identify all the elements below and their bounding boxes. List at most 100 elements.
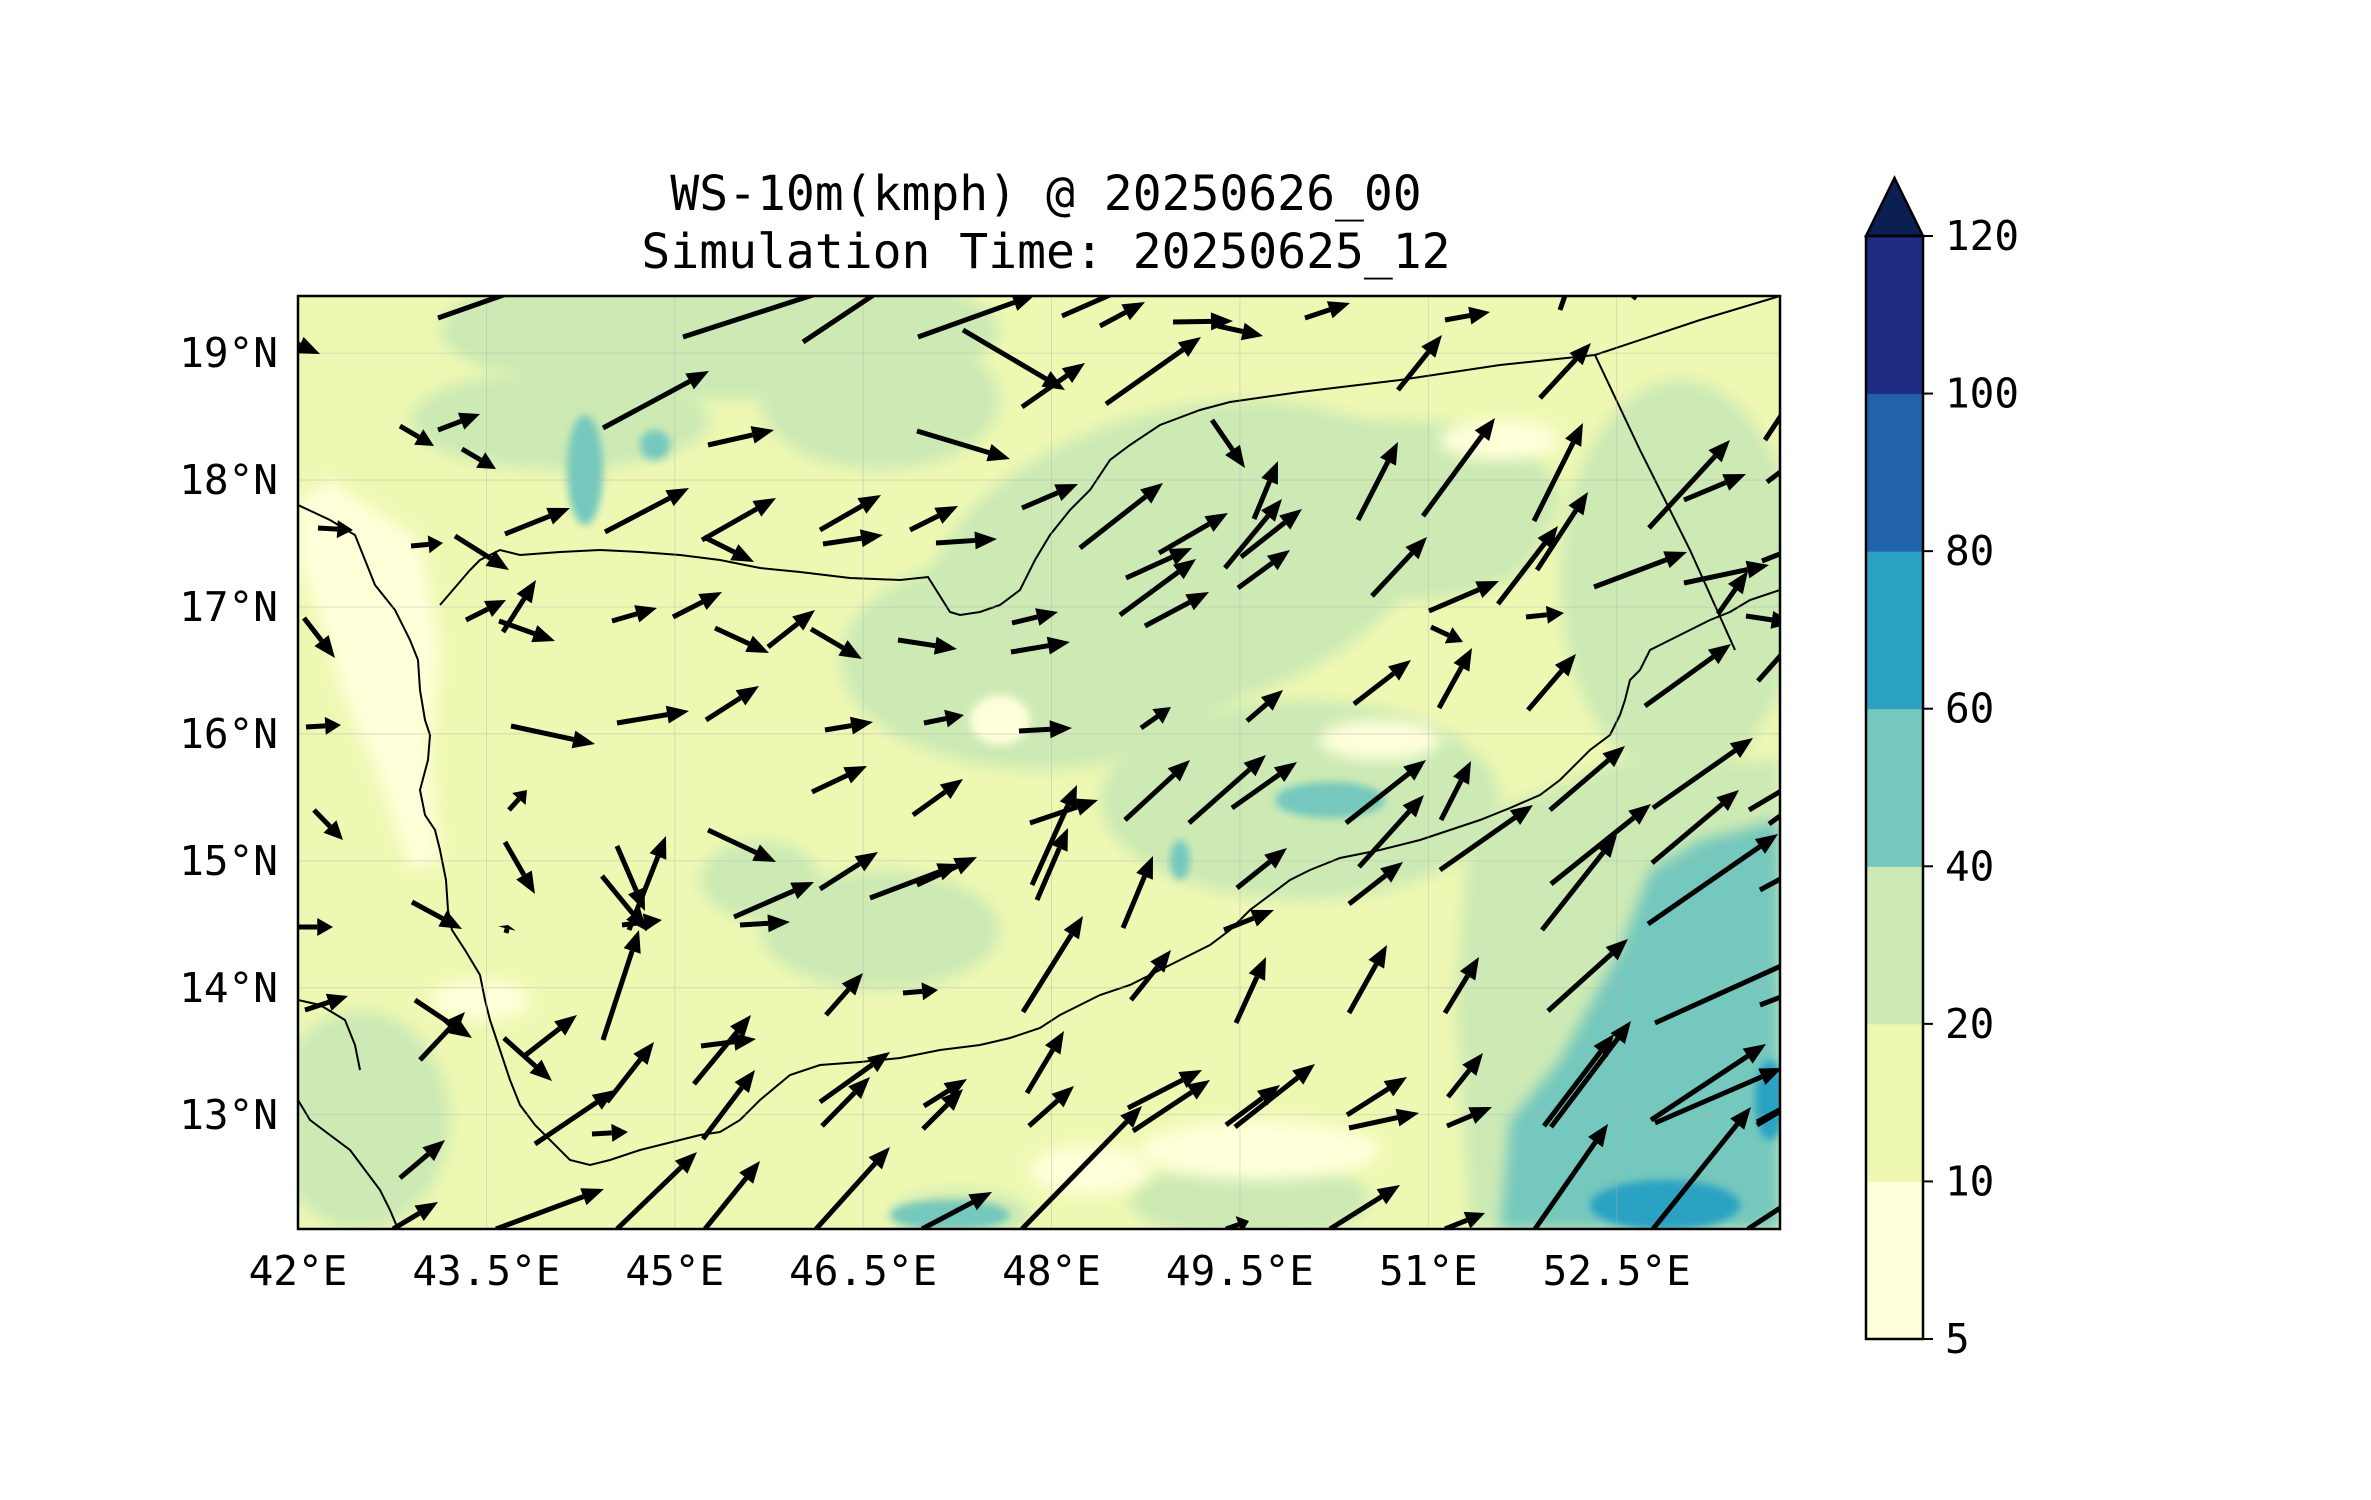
wind-arrow-shaft bbox=[495, 1194, 585, 1229]
wind-arrow-head bbox=[1260, 690, 1283, 711]
wind-arrow-shaft bbox=[1534, 509, 1579, 572]
wind-arrow-head bbox=[1051, 828, 1068, 852]
lat-tick-label: 14°N bbox=[179, 964, 278, 1012]
wind-arrow-shaft bbox=[1209, 418, 1235, 452]
wind-arrow-head bbox=[1610, 1021, 1631, 1044]
wind-arrow-head bbox=[1011, 296, 1034, 311]
wind-arrow-shaft bbox=[1236, 560, 1274, 591]
wind-arrow-shaft bbox=[1352, 671, 1396, 706]
wind-arrow-head bbox=[730, 1015, 751, 1038]
wind-arrow-head bbox=[485, 550, 509, 570]
wind-arrow-shaft bbox=[911, 789, 947, 818]
wind-arrow-shaft bbox=[810, 773, 849, 795]
wind-arrow-shaft bbox=[1129, 965, 1160, 1002]
wind-arrow-shaft bbox=[1593, 557, 1668, 590]
wind-arrow-shaft bbox=[437, 418, 462, 433]
wind-arrow-head bbox=[739, 1161, 760, 1184]
wind-arrow-head bbox=[626, 908, 647, 931]
wind-arrow-head bbox=[1707, 644, 1731, 665]
wind-arrow-shaft bbox=[869, 869, 941, 901]
wind-arrow-shaft bbox=[1396, 350, 1431, 392]
wind-arrow-head bbox=[665, 705, 689, 724]
wind-arrow-head bbox=[498, 925, 516, 931]
wind-arrow-shaft bbox=[1217, 323, 1244, 334]
wind-arrow-shaft bbox=[1649, 1054, 1750, 1123]
wind-arrow-head bbox=[941, 1089, 963, 1111]
wind-arrow-head bbox=[1745, 560, 1769, 579]
wind-arrow-head bbox=[1565, 423, 1583, 447]
wind-arrow-head bbox=[838, 640, 862, 659]
lat-tick-label: 15°N bbox=[179, 837, 278, 885]
wind-arrow-head bbox=[854, 852, 878, 872]
wind-arrow-head bbox=[1784, 452, 1807, 472]
wind-arrow-head bbox=[792, 610, 815, 631]
wind-arrow-shaft bbox=[923, 716, 947, 726]
wind-arrow-head bbox=[422, 1140, 445, 1162]
lon-tick-label: 49.5°E bbox=[1166, 1247, 1314, 1295]
wind-arrow-head bbox=[438, 910, 462, 929]
wind-arrow-head bbox=[1140, 483, 1163, 504]
wind-arrow-shaft bbox=[1446, 1113, 1473, 1129]
wind-arrow-head bbox=[841, 973, 863, 996]
wind-arrow-shaft bbox=[521, 1026, 562, 1059]
wind-arrow-head bbox=[1379, 442, 1398, 466]
wind-arrow-shaft bbox=[1654, 1074, 1763, 1126]
wind-arrow-head bbox=[542, 272, 566, 289]
wind-arrow-shaft bbox=[1020, 1120, 1129, 1229]
wind-arrow-head bbox=[953, 857, 977, 875]
wind-arrow-head bbox=[1453, 761, 1471, 785]
wind-arrow-head bbox=[571, 730, 595, 749]
wind-arrow-head bbox=[1266, 550, 1290, 571]
wind-arrow-head bbox=[1796, 538, 1820, 555]
wind-arrow-shaft bbox=[671, 599, 704, 620]
lon-tick-label: 42°E bbox=[249, 1247, 348, 1295]
wind-arrow-head bbox=[1063, 916, 1083, 940]
lat-tick-label: 16°N bbox=[179, 710, 278, 758]
wind-arrow-shaft bbox=[1355, 460, 1391, 522]
wind-arrow-shaft bbox=[460, 446, 482, 463]
wind-arrow-head bbox=[317, 918, 333, 936]
wind-arrow-head bbox=[933, 636, 957, 655]
wind-arrow-shaft bbox=[302, 616, 324, 643]
wind-arrow-head bbox=[936, 863, 960, 881]
wind-arrow-head bbox=[944, 709, 964, 728]
wind-arrow-shaft bbox=[1126, 1077, 1184, 1111]
wind-arrow-shaft bbox=[1157, 521, 1211, 556]
wind-arrow-head bbox=[1054, 484, 1078, 501]
wind-arrow-head bbox=[649, 836, 667, 860]
wind-arrow-shaft bbox=[917, 300, 1016, 340]
wind-arrow-head bbox=[752, 498, 776, 517]
colorbar-tick-label: 100 bbox=[1945, 370, 2019, 418]
wind-arrow-shaft bbox=[1029, 804, 1078, 826]
wind-arrow-shaft bbox=[701, 1086, 744, 1141]
wind-arrow-shaft bbox=[1420, 434, 1484, 518]
wind-arrow-shaft bbox=[908, 513, 940, 533]
wind-arrow-shaft bbox=[464, 606, 490, 623]
wind-arrow-head bbox=[611, 1123, 628, 1142]
wind-arrow-head bbox=[848, 1077, 870, 1100]
wind-arrow-shaft bbox=[1078, 494, 1148, 550]
wind-arrow-shaft bbox=[1557, 296, 1568, 311]
wind-arrow-head bbox=[1730, 1107, 1751, 1130]
wind-arrow-head bbox=[1049, 720, 1072, 739]
wind-arrow-head bbox=[531, 625, 555, 643]
lat-tick-label: 18°N bbox=[179, 456, 278, 504]
wind-arrow-head bbox=[698, 592, 722, 611]
wind-arrow-shaft bbox=[1348, 1115, 1399, 1131]
wind-arrow-shaft bbox=[312, 808, 332, 829]
wind-arrow-shaft bbox=[1444, 1217, 1468, 1229]
wind-arrow-shaft bbox=[317, 525, 338, 532]
lon-tick-label: 52.5°E bbox=[1543, 1247, 1691, 1295]
wind-arrow-head bbox=[314, 635, 335, 658]
wind-arrow-shaft bbox=[1646, 844, 1762, 927]
colorbar: 5 10 20 40 60 80 100 120 bbox=[1863, 175, 2019, 1363]
wind-arrow-head bbox=[665, 488, 689, 507]
wind-arrow-shaft bbox=[1496, 541, 1547, 606]
wind-arrow-head bbox=[516, 870, 535, 894]
wind-arrow-shaft bbox=[706, 827, 758, 855]
wind-arrow-shaft bbox=[824, 987, 851, 1017]
coastline-0 bbox=[298, 504, 1780, 1167]
wind-arrow-head bbox=[633, 1042, 654, 1065]
wind-arrow-shaft bbox=[818, 1062, 874, 1105]
